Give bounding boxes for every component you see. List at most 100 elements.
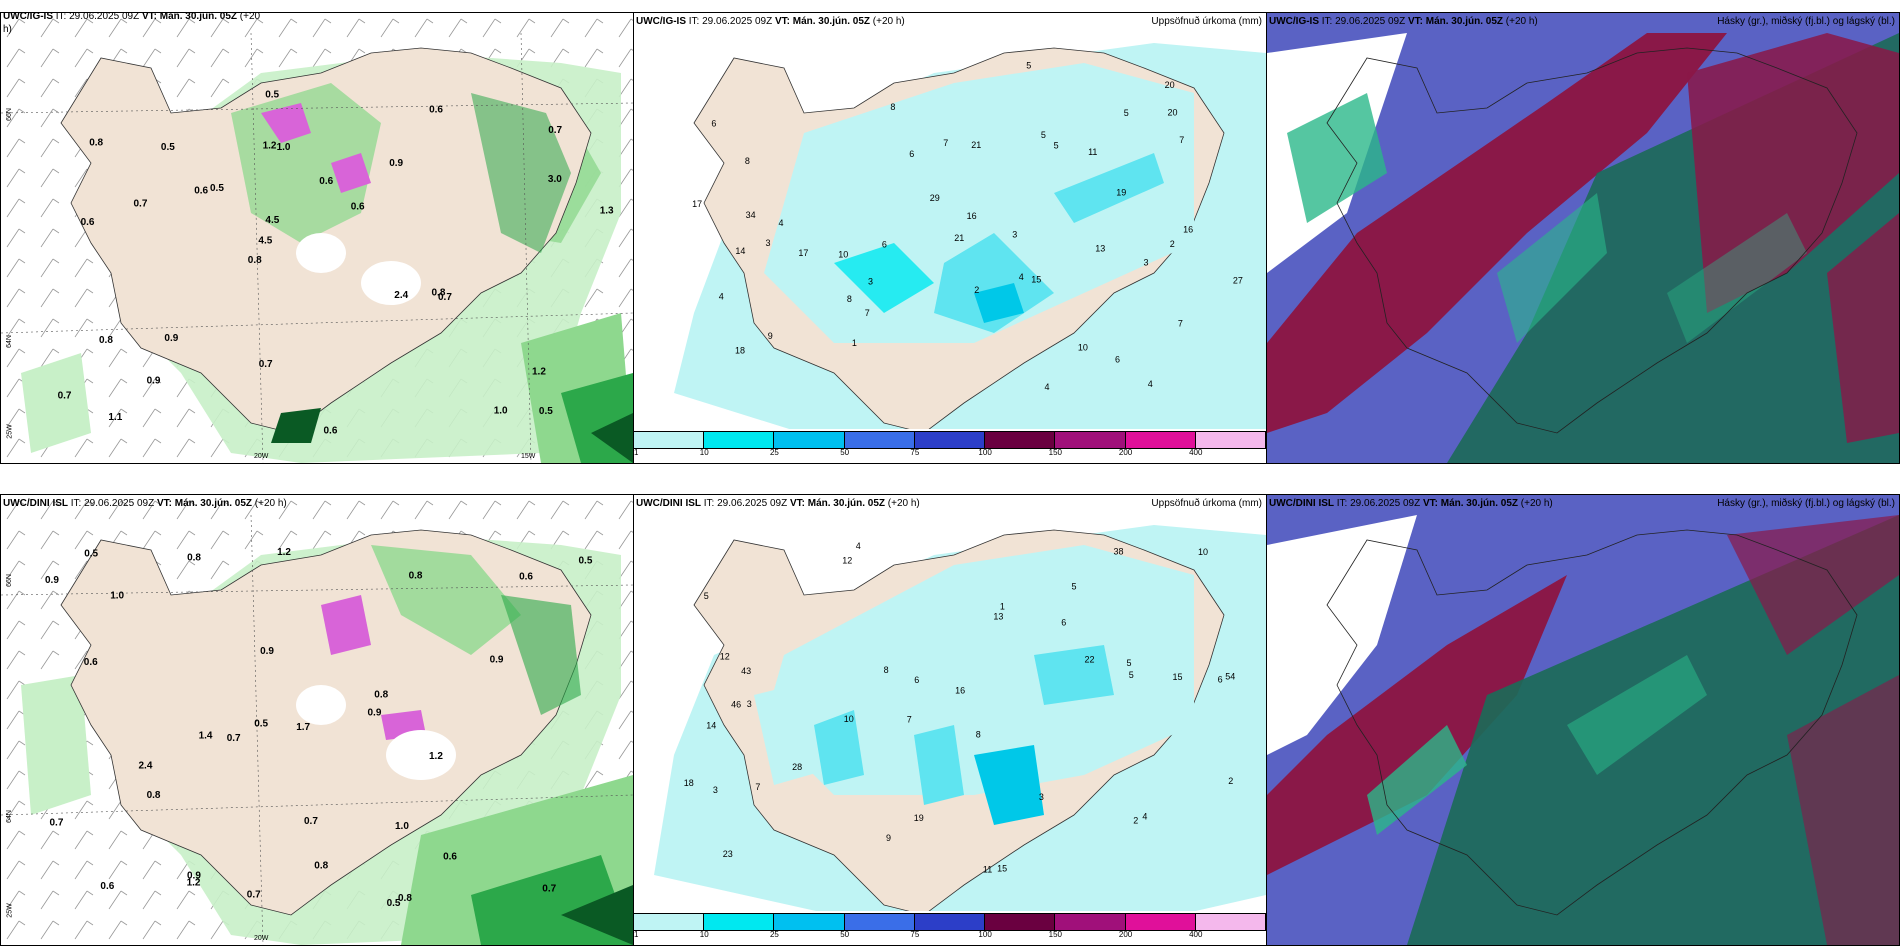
- value-label: 0.7: [58, 390, 72, 401]
- value-label: 6: [1218, 675, 1223, 685]
- value-label: 0.6: [429, 105, 443, 116]
- precip-value-labels: 0.50.60.70.80.91.11.20.60.80.50.70.91.00…: [58, 90, 614, 437]
- value-label: 34: [746, 210, 756, 220]
- map-canvas: 0.70.50.90.60.81.01.40.71.20.90.60.80.50…: [1, 495, 633, 945]
- value-label: 0.8: [187, 552, 201, 563]
- color-legend: 1 10 25 50 75 100 150 200 400: [634, 429, 1266, 463]
- value-label: 6: [914, 675, 919, 685]
- value-label: 0.9: [45, 575, 59, 586]
- value-label: 0.5: [254, 718, 268, 729]
- lon-label-20: 20W: [254, 935, 269, 942]
- value-label: 5: [704, 591, 709, 601]
- value-label: 0.9: [389, 158, 403, 169]
- value-label: 7: [755, 782, 760, 792]
- value-label: 0.7: [304, 816, 318, 827]
- valid-time: VT: Mán. 30.jún. 05Z: [774, 16, 870, 27]
- value-label: 10: [838, 249, 848, 259]
- color-legend: 1 10 25 50 75 100 150 200 400: [634, 911, 1266, 945]
- value-label: 17: [692, 199, 702, 209]
- legend-bar: [634, 913, 1266, 931]
- value-label: 0.7: [259, 359, 273, 370]
- value-label: 8: [745, 156, 750, 166]
- value-label: 12: [720, 651, 730, 661]
- legend-bar: [634, 431, 1266, 449]
- value-label: 18: [735, 345, 745, 355]
- panel-title: Uppsöfnuð úrkoma (mm): [1151, 16, 1262, 27]
- legend-swatch: [1055, 432, 1126, 448]
- value-label: 0.5: [210, 183, 224, 194]
- value-label: 2: [974, 285, 979, 295]
- precip-value-labels: 0.70.50.90.60.81.01.40.71.20.90.60.80.50…: [45, 547, 593, 909]
- cloud-cover-map-bottom: UWC/DINI ISL IT: 29.06.2025 09Z VT: Mán.…: [1266, 494, 1900, 946]
- model-name: UWC/IG-IS: [3, 12, 53, 22]
- legend-tick-label: 75: [910, 930, 920, 939]
- model-name: UWC/DINI ISL: [1269, 498, 1334, 509]
- valid-time: VT: Mán. 30.jún. 05Z: [789, 498, 885, 509]
- legend-swatch: [774, 432, 845, 448]
- legend-swatch: [1195, 432, 1266, 448]
- value-label: 0.9: [368, 707, 382, 718]
- legend-swatch: [704, 432, 775, 448]
- value-label: 0.5: [387, 898, 401, 909]
- value-label: 2: [1170, 239, 1175, 249]
- value-label: 14: [706, 721, 716, 731]
- value-label: 1: [1000, 602, 1005, 612]
- value-label: 27: [1233, 276, 1243, 286]
- value-label: 22: [1085, 655, 1095, 665]
- map-canvas: 0.50.60.70.80.91.11.20.60.80.50.70.91.00…: [1, 13, 633, 463]
- lat-label-64: 64N: [5, 810, 13, 823]
- value-label: 0.7: [438, 292, 452, 303]
- value-label: 6: [882, 239, 887, 249]
- value-label: 15: [1173, 672, 1183, 682]
- value-label: 2: [1228, 776, 1233, 786]
- iceland-outline: [1326, 47, 1858, 434]
- value-label: 0.5: [579, 555, 593, 566]
- value-label: 0.6: [81, 217, 95, 228]
- value-label: 0.8: [314, 861, 328, 872]
- value-label: 7: [1178, 319, 1183, 329]
- value-label: 4.5: [265, 215, 279, 226]
- map-canvas: [1267, 495, 1899, 945]
- value-label: 3: [868, 277, 873, 287]
- value-label: 10: [1078, 343, 1088, 353]
- value-label: 0.8: [432, 288, 446, 299]
- init-time: IT: 29.06.2025 09Z: [688, 16, 773, 27]
- legend-tick-label: 200: [1118, 930, 1133, 939]
- value-label: 3: [1012, 230, 1017, 240]
- value-label: 13: [993, 612, 1003, 622]
- value-label: 43: [741, 666, 751, 676]
- value-label: 0.9: [187, 870, 201, 881]
- value-label: 0.5: [161, 142, 175, 153]
- legend-swatch: [704, 914, 775, 930]
- value-label: 0.8: [374, 689, 388, 700]
- value-label: 0.8: [147, 790, 161, 801]
- value-label: 5: [1026, 61, 1031, 71]
- value-label: 0.6: [319, 176, 333, 187]
- legend-tick-label: 50: [840, 448, 850, 457]
- value-label: 16: [1183, 225, 1193, 235]
- model-name: UWC/DINI ISL: [636, 498, 701, 509]
- value-label: 0.6: [519, 571, 533, 582]
- value-label: 0.8: [248, 255, 262, 266]
- value-label: 2.4: [139, 761, 153, 772]
- value-label: 1.3: [600, 205, 614, 216]
- value-label: 0.7: [50, 818, 64, 829]
- value-label: 16: [967, 211, 977, 221]
- value-label: 0.8: [89, 138, 103, 149]
- value-label: 9: [886, 833, 891, 843]
- legend-tick-label: 1: [634, 448, 639, 457]
- value-label: 1.0: [494, 406, 508, 417]
- value-label: 0.8: [409, 571, 423, 582]
- value-label: 0.6: [194, 186, 208, 197]
- lon-label-15: 15W: [521, 453, 536, 460]
- value-label: 0.6: [100, 881, 114, 892]
- lead-time: (+20 h): [887, 498, 920, 509]
- value-label: 15: [997, 863, 1007, 873]
- value-label: 8: [847, 294, 852, 304]
- valid-time: VT: Mán. 30.jún. 05Z: [1422, 498, 1518, 509]
- value-label: 16: [955, 686, 965, 696]
- legend-swatch: [1125, 914, 1196, 930]
- value-label: 10: [844, 714, 854, 724]
